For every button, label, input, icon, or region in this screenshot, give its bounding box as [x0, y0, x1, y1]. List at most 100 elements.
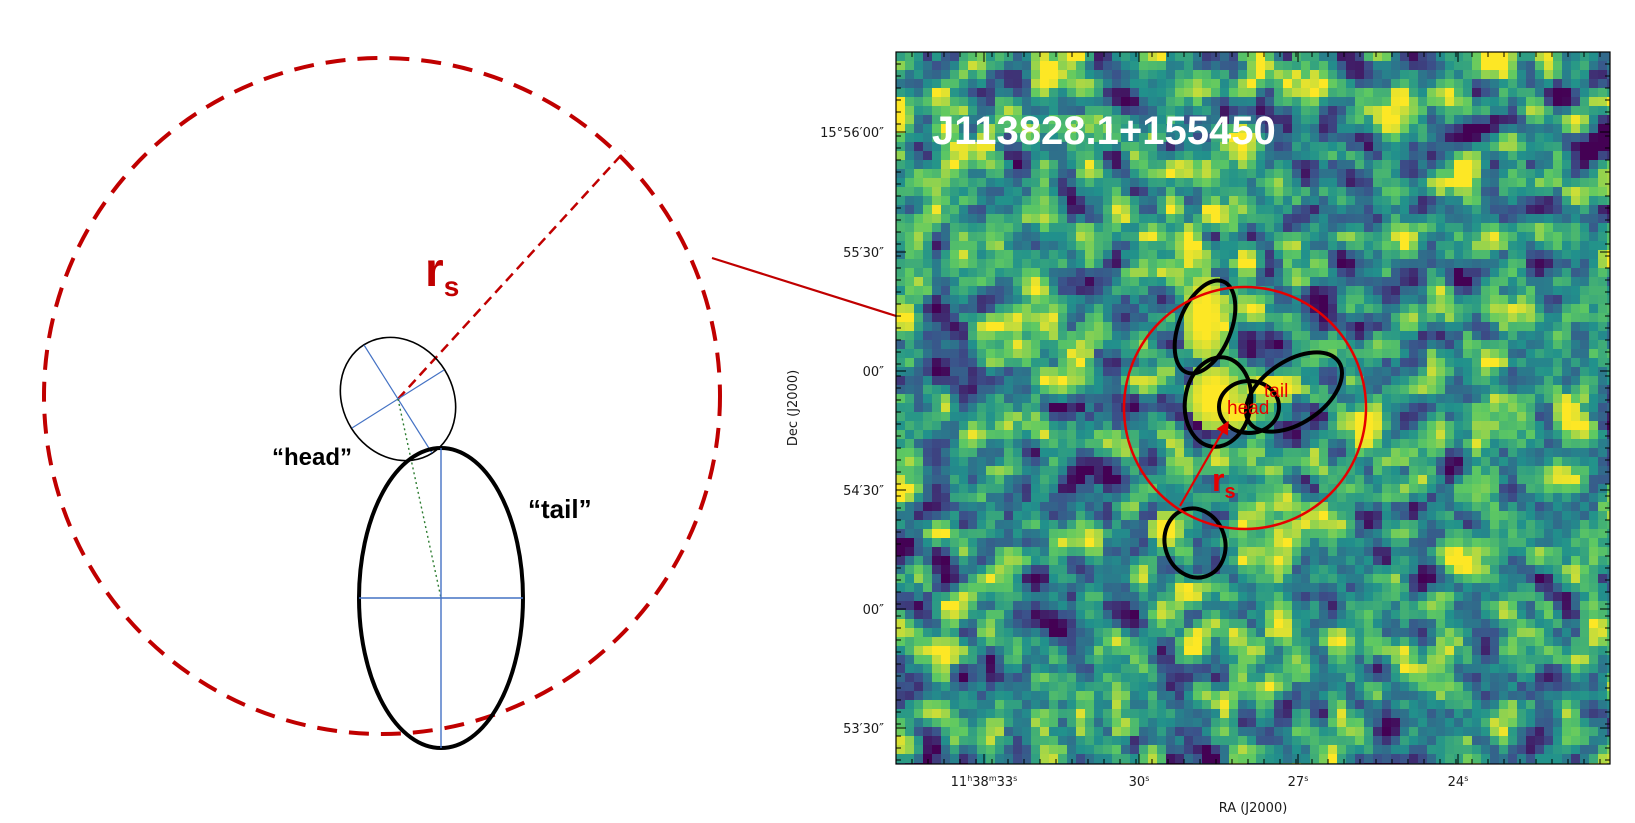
- heatmap-pixel: [1130, 367, 1140, 377]
- heatmap-pixel: [923, 232, 933, 242]
- heatmap-pixel: [968, 511, 978, 521]
- heatmap-pixel: [1058, 115, 1068, 125]
- heatmap-pixel: [941, 241, 951, 251]
- heatmap-pixel: [914, 295, 924, 305]
- heatmap-pixel: [1319, 484, 1329, 494]
- heatmap-pixel: [1031, 331, 1041, 341]
- heatmap-pixel: [1211, 61, 1221, 71]
- heatmap-pixel: [1490, 277, 1500, 287]
- heatmap-pixel: [1283, 313, 1293, 323]
- heatmap-pixel: [977, 88, 987, 98]
- heatmap-pixel: [1112, 151, 1122, 161]
- heatmap-pixel: [1013, 295, 1023, 305]
- heatmap-pixel: [1085, 322, 1095, 332]
- heatmap-pixel: [1283, 430, 1293, 440]
- heatmap-pixel: [1256, 511, 1266, 521]
- heatmap-pixel: [1535, 151, 1545, 161]
- heatmap-pixel: [1184, 277, 1194, 287]
- heatmap-pixel: [1265, 565, 1275, 575]
- heatmap-pixel: [1220, 106, 1230, 116]
- heatmap-pixel: [1328, 565, 1338, 575]
- heatmap-pixel: [1418, 529, 1428, 539]
- heatmap-pixel: [1427, 430, 1437, 440]
- heatmap-pixel: [1436, 340, 1446, 350]
- heatmap-pixel: [1481, 547, 1491, 557]
- heatmap-pixel: [968, 232, 978, 242]
- heatmap-pixel: [1544, 403, 1554, 413]
- heatmap-pixel: [1238, 70, 1248, 80]
- heatmap-pixel: [1022, 358, 1032, 368]
- heatmap-pixel: [1175, 61, 1185, 71]
- heatmap-pixel: [1355, 295, 1365, 305]
- heatmap-pixel: [1166, 511, 1176, 521]
- heatmap-pixel: [914, 187, 924, 197]
- heatmap-pixel: [1517, 295, 1527, 305]
- heatmap-pixel: [995, 277, 1005, 287]
- heatmap-pixel: [1076, 331, 1086, 341]
- heatmap-pixel: [1580, 538, 1590, 548]
- heatmap-pixel: [1067, 376, 1077, 386]
- heatmap-pixel: [977, 358, 987, 368]
- heatmap-pixel: [1319, 232, 1329, 242]
- heatmap-pixel: [959, 358, 969, 368]
- heatmap-pixel: [1508, 313, 1518, 323]
- heatmap-pixel: [1562, 241, 1572, 251]
- heatmap-pixel: [1607, 358, 1610, 368]
- heatmap-pixel: [1121, 529, 1131, 539]
- heatmap-pixel: [1283, 475, 1293, 485]
- heatmap-pixel: [1463, 232, 1473, 242]
- heatmap-pixel: [1103, 205, 1113, 215]
- heatmap-pixel: [1292, 394, 1302, 404]
- heatmap-pixel: [1535, 232, 1545, 242]
- heatmap-pixel: [1409, 556, 1419, 566]
- heatmap-pixel: [1445, 583, 1455, 593]
- heatmap-pixel: [1508, 205, 1518, 215]
- heatmap-pixel: [1220, 367, 1230, 377]
- heatmap-pixel: [1148, 448, 1158, 458]
- heatmap-pixel: [1292, 538, 1302, 548]
- heatmap-pixel: [1346, 187, 1356, 197]
- heatmap-pixel: [1229, 97, 1239, 107]
- heatmap-pixel: [1436, 439, 1446, 449]
- heatmap-pixel: [1058, 70, 1068, 80]
- heatmap-pixel: [1508, 232, 1518, 242]
- heatmap-pixel: [1220, 205, 1230, 215]
- heatmap-pixel: [1004, 574, 1014, 584]
- heatmap-pixel: [1247, 574, 1257, 584]
- heatmap-pixel: [1571, 394, 1581, 404]
- heatmap-pixel: [1247, 304, 1257, 314]
- heatmap-pixel: [1589, 412, 1599, 422]
- heatmap-pixel: [1040, 52, 1050, 62]
- heatmap-pixel: [1427, 367, 1437, 377]
- heatmap-pixel: [1040, 358, 1050, 368]
- heatmap-pixel: [986, 313, 996, 323]
- heatmap-pixel: [1346, 178, 1356, 188]
- heatmap-pixel: [1409, 115, 1419, 125]
- heatmap-pixel: [914, 178, 924, 188]
- heatmap-pixel: [1544, 574, 1554, 584]
- heatmap-pixel: [941, 187, 951, 197]
- heatmap-pixel: [1508, 214, 1518, 224]
- heatmap-pixel: [986, 268, 996, 278]
- heatmap-pixel: [1508, 592, 1518, 602]
- heatmap-pixel: [1274, 493, 1284, 503]
- heatmap-pixel: [1346, 556, 1356, 566]
- heatmap-pixel: [1112, 412, 1122, 422]
- heatmap-pixel: [1373, 61, 1383, 71]
- heatmap-pixel: [1526, 412, 1536, 422]
- heatmap-pixel: [1094, 295, 1104, 305]
- heatmap-pixel: [1013, 583, 1023, 593]
- heatmap-pixel: [1076, 151, 1086, 161]
- heatmap-pixel: [1013, 511, 1023, 521]
- heatmap-pixel: [1148, 304, 1158, 314]
- heatmap-pixel: [896, 511, 906, 521]
- heatmap-pixel: [1544, 115, 1554, 125]
- heatmap-pixel: [1319, 475, 1329, 485]
- heatmap-pixel: [1445, 412, 1455, 422]
- heatmap-pixel: [1049, 574, 1059, 584]
- heatmap-pixel: [1076, 115, 1086, 125]
- heatmap-pixel: [923, 331, 933, 341]
- heatmap-pixel: [1571, 331, 1581, 341]
- heatmap-pixel: [1589, 232, 1599, 242]
- heatmap-pixel: [959, 430, 969, 440]
